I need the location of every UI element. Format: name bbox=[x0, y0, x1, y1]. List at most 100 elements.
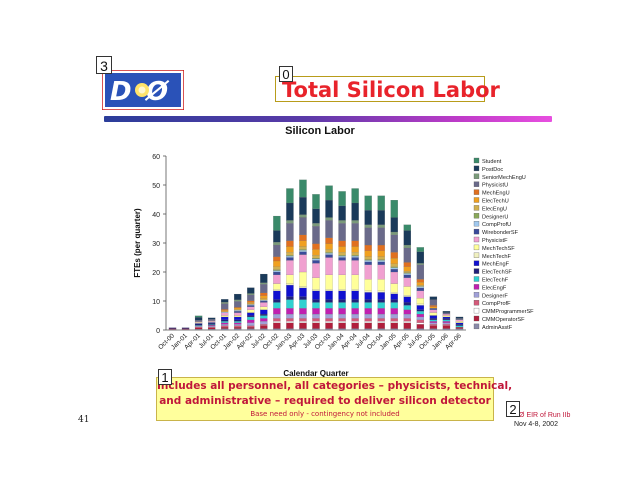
bar-segment bbox=[416, 322, 425, 325]
bar-segment bbox=[273, 322, 281, 329]
bar-segment bbox=[234, 309, 242, 311]
bar-segment bbox=[221, 319, 229, 322]
bar-segment bbox=[260, 328, 268, 331]
bar-segment bbox=[286, 322, 294, 329]
bar-segment bbox=[364, 250, 372, 257]
svg-text:D: D bbox=[110, 77, 132, 107]
bar-segment bbox=[416, 247, 425, 252]
bar-segment bbox=[364, 259, 372, 261]
bar-segment bbox=[247, 316, 255, 320]
bar-segment bbox=[194, 323, 203, 326]
bar-segment bbox=[455, 322, 464, 325]
bar-segment bbox=[286, 318, 294, 322]
bar-segment bbox=[403, 309, 411, 315]
bar-segment bbox=[338, 321, 346, 323]
bar-segment bbox=[351, 290, 359, 300]
y-axis-label: FTEs (per quarter) bbox=[133, 208, 142, 278]
bar-segment bbox=[442, 321, 451, 323]
bar-segment bbox=[416, 284, 425, 287]
bar-segment bbox=[325, 302, 333, 309]
bar-segment bbox=[455, 325, 464, 328]
bar-segment bbox=[390, 321, 398, 323]
bar-segment bbox=[247, 303, 255, 305]
bar-segment bbox=[377, 321, 385, 323]
bar-segment bbox=[429, 306, 438, 309]
bar-segment bbox=[234, 327, 242, 329]
bar-segment bbox=[351, 328, 359, 331]
bar-segment bbox=[234, 299, 242, 302]
legend-swatch bbox=[473, 244, 480, 251]
bar-segment bbox=[325, 220, 333, 238]
bar-segment bbox=[403, 262, 411, 267]
bar-segment bbox=[325, 249, 333, 253]
bar-segment bbox=[338, 299, 346, 303]
bar-segment bbox=[299, 214, 307, 218]
bar-segment bbox=[416, 286, 425, 289]
legend-entry: CMMOperatorSF bbox=[482, 317, 525, 323]
bar-segment bbox=[221, 328, 229, 331]
bar-segment bbox=[364, 299, 372, 303]
bar-segment bbox=[221, 311, 229, 313]
title-rule bbox=[104, 116, 552, 122]
bar-segment bbox=[351, 220, 359, 224]
legend-swatch bbox=[473, 268, 480, 274]
bar-segment bbox=[299, 287, 307, 297]
bar-segment bbox=[351, 188, 359, 204]
bar-segment bbox=[455, 319, 464, 322]
bar-segment bbox=[286, 328, 294, 331]
bar-segment bbox=[377, 290, 385, 293]
bar-segment bbox=[299, 250, 307, 252]
bar-segment bbox=[364, 318, 372, 322]
bar-segment bbox=[403, 321, 411, 323]
bar-segment bbox=[312, 255, 320, 259]
footer-line-2: Nov 4-8, 2002 bbox=[514, 421, 558, 428]
legend-entry: CompProfF bbox=[482, 301, 511, 307]
bar-segment bbox=[325, 318, 333, 322]
bar-segment bbox=[325, 185, 333, 201]
bar-segment bbox=[247, 322, 255, 326]
legend-swatch bbox=[473, 157, 480, 164]
slide-number-label-3: 3 bbox=[96, 56, 112, 74]
bar-segment bbox=[390, 231, 398, 235]
bar-segment bbox=[429, 305, 438, 307]
bar-segment bbox=[247, 315, 255, 318]
bar-segment bbox=[364, 264, 372, 280]
bar-segment bbox=[390, 263, 398, 267]
bar-segment bbox=[364, 256, 372, 260]
bar-segment bbox=[247, 294, 255, 301]
bar-segment bbox=[364, 279, 372, 291]
bar-segment bbox=[455, 316, 464, 319]
bar-segment bbox=[273, 318, 281, 322]
x-axis-label: Calendar Quarter bbox=[283, 369, 348, 378]
bar-segment bbox=[273, 302, 281, 309]
bar-segment bbox=[221, 299, 229, 303]
bar-segment bbox=[325, 308, 333, 315]
bar-segment bbox=[260, 295, 268, 299]
bar-segment bbox=[364, 328, 372, 331]
bar-segment bbox=[442, 312, 451, 315]
bar-segment bbox=[351, 246, 359, 253]
legend-swatch bbox=[473, 292, 480, 298]
bar-segment bbox=[416, 264, 425, 280]
bar-segment bbox=[403, 277, 411, 287]
bar-segment bbox=[377, 195, 385, 211]
bar-segment bbox=[377, 210, 385, 225]
bar-segment bbox=[312, 321, 320, 323]
bar-segment bbox=[429, 325, 438, 329]
bar-segment bbox=[364, 195, 372, 211]
bar-segment bbox=[286, 240, 294, 247]
bar-segment bbox=[429, 309, 438, 313]
bar-segment bbox=[260, 318, 268, 322]
bar-segment bbox=[377, 261, 385, 265]
bar-segment bbox=[377, 259, 385, 261]
bar-segment bbox=[377, 299, 385, 303]
bar-segment bbox=[221, 316, 229, 320]
bar-segment bbox=[416, 303, 425, 306]
bar-segment bbox=[455, 318, 464, 320]
bar-segment bbox=[221, 303, 229, 310]
bar-segment bbox=[338, 313, 346, 319]
bar-segment bbox=[273, 328, 281, 331]
bar-segment bbox=[312, 249, 320, 256]
bar-segment bbox=[247, 304, 255, 306]
legend-swatch bbox=[473, 323, 480, 330]
